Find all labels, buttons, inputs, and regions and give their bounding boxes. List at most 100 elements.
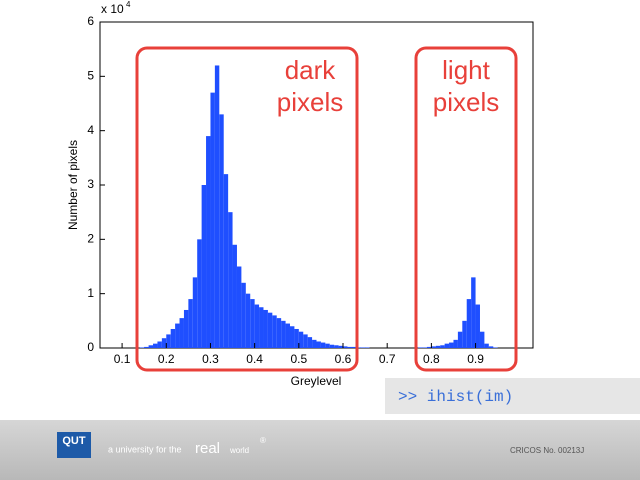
bar [188,299,193,348]
tagline-real: real [195,440,220,457]
bar [144,346,149,348]
bar [453,339,458,348]
y-axis-label: Number of pixels [66,140,80,230]
bar [298,331,304,348]
annotation: pixels [277,87,343,117]
bar [236,266,242,348]
bar [157,341,162,348]
bar [206,136,211,348]
bar [475,304,480,348]
bar [263,309,268,348]
y-tick-label: 3 [87,177,94,191]
bar [449,342,454,348]
bar [245,293,251,348]
annotation: pixels [433,87,499,117]
x-tick-label: 0.4 [246,352,263,366]
bar [320,342,326,348]
logo [57,432,91,458]
bar [338,345,344,348]
bar [312,339,317,348]
tagline-world: world [229,446,249,455]
bar [316,341,321,348]
annotation: light [442,55,490,85]
bar [444,343,450,348]
bar [148,345,154,348]
x-axis-label: Greylevel [291,374,342,388]
y-tick-label: 5 [87,69,94,83]
x-tick-label: 0.1 [114,352,131,366]
bar [294,328,299,348]
y-tick-label: 6 [87,14,94,28]
y-tick-label: 0 [87,340,94,354]
tagline: a university for the [108,444,182,454]
bar [457,331,463,348]
bar [347,346,352,348]
bar [493,347,498,348]
x-tick-label: 0.6 [335,352,352,366]
bar [462,320,467,348]
bar [479,331,485,348]
bar [267,312,273,348]
x-tick-label: 0.5 [290,352,307,366]
y-multiplier: x 10 [101,2,124,16]
bar [488,346,494,348]
dark-box [135,46,359,372]
bar [422,347,427,348]
bar [303,334,308,348]
y-tick-label: 2 [87,232,94,246]
command-box [385,378,640,414]
bar [431,346,436,348]
bar [466,299,472,348]
bar [426,346,432,348]
x-tick-label: 0.8 [423,352,440,366]
bar [241,282,246,348]
bar [170,328,176,348]
bar [289,326,295,348]
bar [166,334,171,348]
bar [276,318,282,348]
annotation: dark [285,55,337,85]
bar [365,347,370,348]
bar [219,114,224,348]
logo-text: QUT [62,435,86,447]
bar [329,344,335,348]
bar [179,318,184,348]
bar [259,307,264,348]
y-tick-label: 4 [87,123,94,137]
bar [210,92,215,348]
x-tick-label: 0.2 [158,352,175,366]
bar [201,185,207,348]
bar [254,304,260,348]
bar [343,346,348,348]
bar [285,323,290,348]
bar [351,346,357,348]
y-tick-label: 1 [87,286,94,300]
bar [281,320,286,348]
bar [334,345,339,348]
bar [175,323,180,348]
bar [183,309,189,348]
bar [228,212,233,348]
bar [484,343,489,348]
bar [418,347,423,348]
bar [307,337,313,348]
bar [471,277,476,348]
bar [223,174,229,348]
footer [0,420,640,480]
bar [435,345,441,348]
bar [360,347,366,348]
bar [232,244,237,348]
plot-frame [99,21,534,349]
x-tick-label: 0.7 [379,352,396,366]
cricos: CRICOS No. 00213J [510,446,584,455]
y-multiplier-exponent: 4 [126,0,131,9]
bar [250,299,255,348]
light-box [414,46,518,372]
bar [192,277,198,348]
bar [197,239,202,348]
bar [325,343,330,348]
x-tick-label: 0.9 [467,352,484,366]
bar [153,343,158,348]
bar [139,347,145,348]
